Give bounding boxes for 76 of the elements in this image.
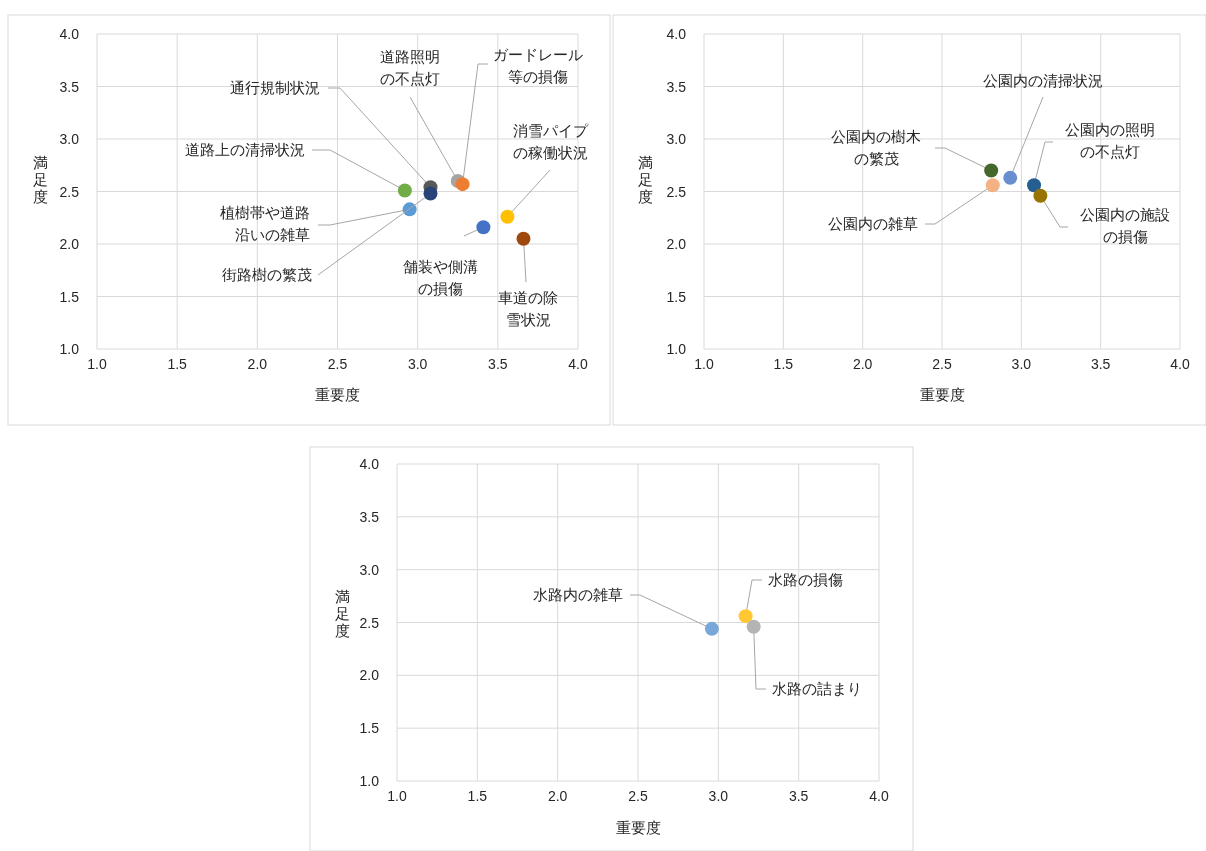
- text: 公園内の清掃状況: [983, 72, 1103, 89]
- x-tick-label: 1.5: [467, 788, 488, 804]
- text: 水路内の雑草: [533, 586, 623, 603]
- x-tick-label: 1.5: [773, 356, 794, 372]
- y-tick-label: 1.0: [59, 341, 80, 357]
- x-tick-label: 2.5: [327, 356, 348, 372]
- x-tick-label: 2.0: [547, 788, 568, 804]
- text: 公園内の施設の損傷: [1080, 206, 1170, 245]
- x-tick-label: 1.0: [87, 356, 107, 372]
- x-tick-label: 2.0: [247, 356, 268, 372]
- point: [423, 186, 438, 201]
- y-tick-label: 3.5: [666, 78, 687, 95]
- x-tick-label: 2.5: [628, 788, 648, 804]
- point: [1027, 178, 1042, 193]
- y-tick-label: 2.5: [359, 614, 380, 631]
- text: 道路照明の不点灯: [380, 48, 440, 87]
- y-tick-label: 3.0: [666, 131, 687, 147]
- x-tick-label: 3.0: [1011, 356, 1032, 372]
- x-tick-label: 4.0: [568, 356, 588, 372]
- y-tick-label: 1.5: [666, 288, 687, 305]
- x-tick-label: 3.5: [788, 788, 809, 804]
- text: 公園内の樹木の繁茂: [831, 128, 921, 167]
- y-tick-label: 3.0: [359, 561, 380, 578]
- x-axis-title: 重要度: [315, 386, 360, 403]
- text: 水路の詰まり: [772, 680, 862, 697]
- text: 公園内の照明の不点灯: [1065, 121, 1155, 160]
- x-tick-label: 3.0: [407, 356, 428, 372]
- y-tick-label: 2.5: [666, 183, 687, 200]
- text: 公園内の雑草: [828, 215, 918, 232]
- point: [455, 177, 470, 192]
- y-tick-label: 4.0: [359, 456, 380, 472]
- y-tick-label: 3.0: [59, 131, 80, 147]
- x-axis-title: 重要度: [919, 386, 965, 403]
- y-tick-label: 2.5: [59, 183, 80, 200]
- x-tick-label: 4.0: [869, 788, 889, 804]
- x-tick-label: 1.0: [694, 356, 714, 372]
- y-tick-label: 1.0: [359, 773, 380, 789]
- series-label: 水路の損傷: [768, 571, 843, 588]
- series-label: 舗装や側溝の損傷: [402, 258, 478, 297]
- text: 植樹帯や道路沿いの雑草: [220, 204, 310, 243]
- point: [516, 231, 531, 246]
- text: 街路樹の繁茂: [222, 266, 312, 283]
- text: 道路上の清掃状況: [185, 141, 305, 158]
- y-axis-title: 満足度: [637, 154, 653, 205]
- y-tick-label: 2.0: [666, 236, 687, 252]
- y-tick-label: 2.0: [59, 236, 80, 252]
- y-tick-label: 2.0: [359, 667, 380, 684]
- text: ガードレール等の損傷: [493, 46, 583, 85]
- y-tick-label: 1.5: [59, 288, 80, 305]
- x-tick-label: 4.0: [1170, 356, 1190, 372]
- x-tick-label: 1.5: [167, 356, 188, 372]
- point: [984, 163, 999, 178]
- x-axis-title: 重要度: [615, 819, 661, 836]
- y-tick-label: 3.5: [359, 508, 380, 525]
- y-tick-label: 4.0: [59, 26, 80, 42]
- text: 車道の除雪状況: [498, 289, 558, 328]
- point: [500, 209, 515, 224]
- y-tick-label: 3.5: [59, 78, 80, 95]
- point: [1003, 170, 1018, 185]
- point: [1033, 188, 1048, 203]
- point: [476, 220, 491, 235]
- x-tick-label: 2.5: [932, 356, 952, 372]
- x-tick-label: 1.0: [387, 788, 407, 804]
- x-tick-label: 3.5: [488, 356, 508, 372]
- point: [985, 178, 1000, 193]
- y-tick-label: 1.0: [666, 341, 687, 357]
- y-axis-title: 満足度: [334, 588, 350, 639]
- y-tick-label: 1.5: [359, 720, 380, 737]
- y-axis-title: 満足度: [32, 154, 48, 205]
- x-tick-label: 3.0: [708, 788, 729, 804]
- text: 通行規制状況: [230, 79, 320, 96]
- x-tick-label: 2.0: [852, 356, 873, 372]
- text: 消雪パイプの稼働状況: [512, 122, 589, 161]
- x-tick-label: 3.5: [1090, 356, 1111, 372]
- point: [397, 183, 412, 198]
- y-tick-label: 4.0: [666, 26, 687, 42]
